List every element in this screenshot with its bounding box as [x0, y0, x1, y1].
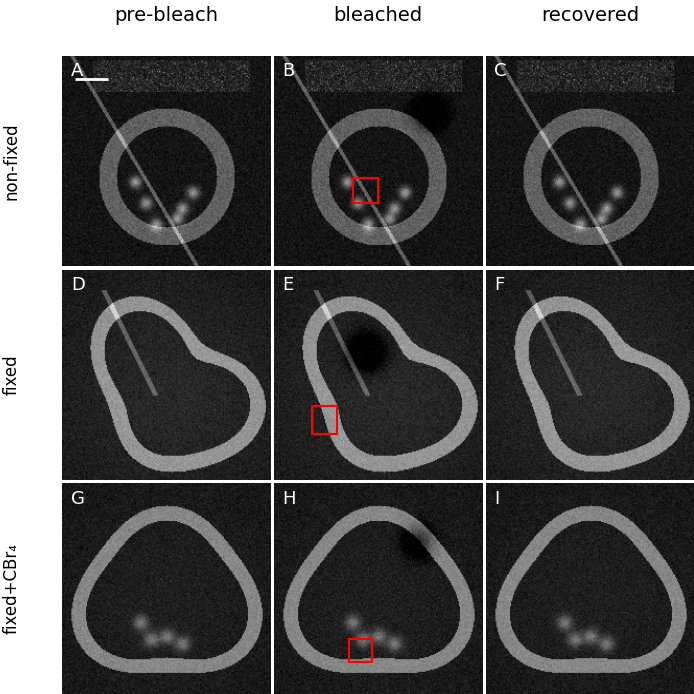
- Text: recovered: recovered: [541, 6, 639, 25]
- Text: fixed+CBr₄: fixed+CBr₄: [2, 543, 20, 634]
- Bar: [312, 407, 337, 434]
- Text: pre-bleach: pre-bleach: [115, 6, 219, 25]
- Text: B: B: [282, 62, 295, 80]
- Text: E: E: [282, 276, 294, 294]
- Text: C: C: [494, 62, 507, 80]
- Text: A: A: [71, 62, 83, 80]
- Text: F: F: [494, 276, 505, 294]
- Text: H: H: [282, 490, 296, 508]
- Text: fixed: fixed: [2, 355, 20, 395]
- Text: bleached: bleached: [334, 6, 423, 25]
- Bar: [349, 639, 372, 662]
- Text: non-fixed: non-fixed: [2, 122, 20, 200]
- Text: D: D: [71, 276, 85, 294]
- Text: I: I: [494, 490, 500, 508]
- Bar: [353, 178, 378, 203]
- Text: G: G: [71, 490, 85, 508]
